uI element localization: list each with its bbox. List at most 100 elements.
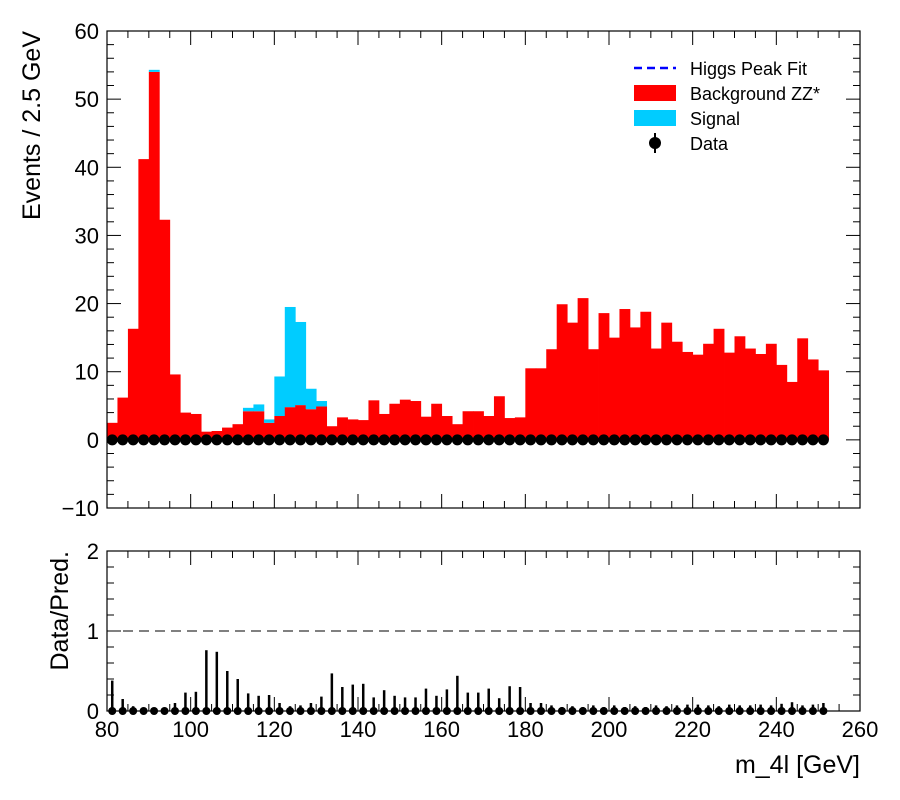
y-tick-label: 40 bbox=[75, 155, 99, 180]
data-point bbox=[294, 434, 306, 446]
signal-bar bbox=[305, 388, 317, 410]
background-bar bbox=[525, 368, 537, 440]
data-point bbox=[525, 434, 537, 446]
background-bar bbox=[786, 381, 798, 440]
background-bar bbox=[598, 313, 610, 440]
data-point bbox=[796, 434, 808, 446]
data-point bbox=[117, 434, 129, 446]
data-point bbox=[190, 434, 202, 446]
data-point bbox=[399, 434, 411, 446]
background-bar bbox=[650, 348, 662, 440]
legend-entry: Background ZZ* bbox=[634, 84, 820, 104]
data-point bbox=[336, 434, 348, 446]
ratio-panel: 0 1 2 80 100 120 140 160 180 200 220 240 260 Data/Pr… bbox=[46, 539, 878, 779]
legend-label: Signal bbox=[690, 109, 740, 129]
background-bar bbox=[263, 422, 275, 440]
background-bar bbox=[734, 336, 746, 440]
data-point bbox=[661, 434, 673, 446]
data-point bbox=[598, 434, 610, 446]
signal-bar bbox=[148, 69, 160, 72]
data-point bbox=[744, 434, 756, 446]
background-bar bbox=[765, 343, 777, 440]
data-point bbox=[713, 434, 725, 446]
data-point bbox=[430, 434, 442, 446]
x-tick-label: 240 bbox=[758, 717, 795, 742]
x-tick-label: 160 bbox=[423, 717, 460, 742]
data-point bbox=[776, 434, 788, 446]
y-tick-label: 50 bbox=[75, 87, 99, 112]
background-bar bbox=[159, 219, 171, 440]
background-bar bbox=[180, 412, 192, 440]
background-bar bbox=[316, 406, 328, 440]
data-point bbox=[441, 434, 453, 446]
data-point bbox=[347, 434, 359, 446]
data-point bbox=[368, 434, 380, 446]
background-bar bbox=[410, 401, 422, 440]
background-bar bbox=[556, 304, 568, 440]
background-bar bbox=[724, 352, 735, 440]
x-tick-label: 220 bbox=[674, 717, 711, 742]
ratio-y-axis-label: Data/Pred. bbox=[46, 551, 74, 671]
x-axis-label: m_4l [GeV] bbox=[735, 751, 860, 779]
data-point bbox=[472, 434, 484, 446]
data-point bbox=[817, 434, 829, 446]
legend-label: Data bbox=[690, 134, 729, 154]
y-tick-label: 30 bbox=[75, 223, 99, 248]
signal-bar bbox=[263, 419, 275, 423]
background-bar bbox=[420, 416, 432, 440]
data-point bbox=[451, 434, 463, 446]
x-tick-label: 180 bbox=[507, 717, 544, 742]
legend-label: Background ZZ* bbox=[690, 84, 820, 104]
data-point bbox=[221, 434, 233, 446]
background-bar bbox=[818, 370, 830, 440]
background-bar bbox=[619, 309, 631, 440]
data-point bbox=[765, 434, 777, 446]
data-point bbox=[106, 434, 118, 446]
signal-bar bbox=[316, 401, 328, 407]
main-plot-frame bbox=[106, 30, 861, 509]
data-point bbox=[556, 434, 568, 446]
data-point bbox=[734, 434, 746, 446]
background-bar bbox=[504, 418, 516, 440]
background-bar bbox=[441, 416, 453, 440]
background-bar bbox=[661, 322, 673, 440]
x-tick-label: 200 bbox=[591, 717, 628, 742]
background-bar bbox=[242, 411, 254, 440]
background-bar bbox=[692, 354, 704, 440]
background-bar bbox=[755, 353, 767, 440]
data-point bbox=[378, 434, 390, 446]
background-bar bbox=[358, 420, 369, 440]
data-point bbox=[389, 434, 401, 446]
x-tick-label: 140 bbox=[340, 717, 377, 742]
y-tick-label: 10 bbox=[75, 360, 99, 385]
background-bar bbox=[399, 399, 411, 440]
signal-bar bbox=[284, 306, 296, 408]
main-panel: −10 0 10 20 30 40 50 60 Events / 2.5 GeV Higgs … bbox=[18, 19, 861, 521]
data-point bbox=[587, 434, 599, 446]
signal-bar bbox=[295, 321, 307, 406]
background-bar bbox=[378, 413, 390, 440]
background-bar bbox=[671, 341, 683, 440]
data-point bbox=[232, 434, 244, 446]
y-tick-label: 2 bbox=[87, 539, 99, 564]
y-tick-label: 0 bbox=[87, 699, 99, 724]
data-point bbox=[148, 434, 160, 446]
legend-swatch-fill bbox=[634, 85, 676, 101]
data-point bbox=[263, 434, 275, 446]
background-bar bbox=[640, 311, 652, 440]
background-bar bbox=[807, 359, 819, 440]
background-bar bbox=[776, 364, 788, 440]
data-point bbox=[566, 434, 578, 446]
data-point bbox=[483, 434, 495, 446]
background-bar bbox=[713, 328, 725, 440]
data-point bbox=[169, 434, 181, 446]
data-point bbox=[326, 434, 338, 446]
data-point bbox=[786, 434, 798, 446]
data-point bbox=[253, 434, 265, 446]
background-bar bbox=[567, 322, 579, 440]
y-tick-label: −10 bbox=[62, 496, 99, 521]
background-bar bbox=[190, 413, 202, 440]
data-point bbox=[681, 434, 693, 446]
background-bar bbox=[462, 411, 474, 440]
